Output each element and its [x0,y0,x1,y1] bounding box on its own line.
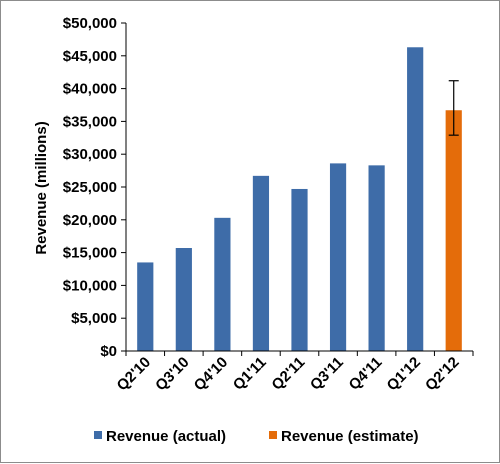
error-bars [448,80,459,136]
bar-q210 [137,262,154,351]
y-tick-label: $15,000 [63,245,117,262]
y-tick-label: $5,000 [71,310,117,327]
y-tick-label: $40,000 [63,81,117,98]
bars [137,47,462,351]
y-tick-label: $25,000 [63,179,117,196]
y-tick-label: $0 [100,343,117,360]
x-tick-label: Q3'10 [152,354,192,394]
bar-q211 [291,188,308,351]
legend: Revenue (actual) Revenue (estimate) [94,428,419,445]
x-tick-label: Q4'10 [191,354,231,394]
bar-q212 [445,110,462,351]
x-axis-ticks: Q2'10Q3'10Q4'10Q1'11Q2'11Q3'11Q4'11Q1'12… [114,351,474,394]
legend-label: Revenue (actual) [106,428,226,445]
y-tick-label: $45,000 [63,48,117,65]
x-tick-label: Q1'11 [230,354,270,394]
bar-q112 [407,47,424,351]
y-axis-title: Revenue (millions) [33,121,50,254]
y-tick-label: $30,000 [63,146,117,163]
legend-swatch [94,431,102,439]
bar-q410 [214,217,231,351]
bar-q411 [368,165,385,351]
bar-q111 [252,175,270,351]
x-tick-label: Q1'12 [384,354,424,394]
legend-label: Revenue (estimate) [281,428,419,445]
x-tick-label: Q2'12 [422,354,462,394]
y-tick-label: $35,000 [63,113,117,130]
bar-q310 [175,248,192,351]
y-tick-label: $50,000 [63,15,117,32]
x-tick-label: Q2'10 [114,354,154,394]
x-tick-label: Q3'11 [307,354,347,394]
y-tick-label: $20,000 [63,212,117,229]
x-tick-label: Q2'11 [268,354,308,394]
x-tick-label: Q4'11 [346,354,386,394]
axes [125,23,473,352]
bar-q311 [329,163,347,351]
y-tick-label: $10,000 [63,277,117,294]
y-axis-ticks: $0 $5,000 $10,000 $15,000 $20,000 $25,000 $30,… [63,15,126,360]
legend-swatch [269,431,277,439]
